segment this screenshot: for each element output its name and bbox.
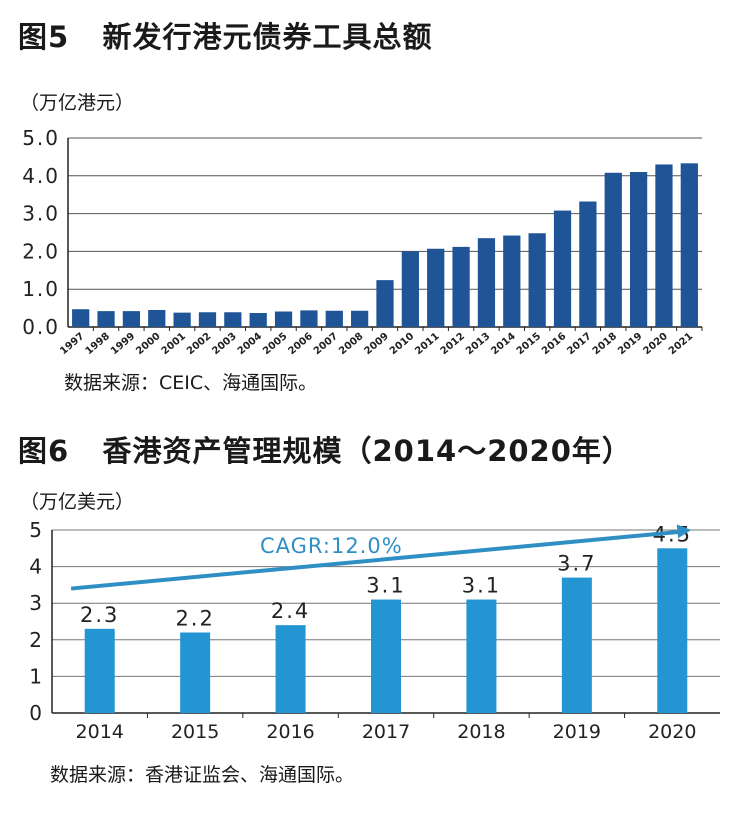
figure6-title: 图6 香港资产管理规模（2014～2020年） bbox=[18, 428, 632, 470]
bar-2004 bbox=[249, 313, 267, 327]
x-tick-label: 2017 bbox=[362, 721, 410, 743]
bar-2016 bbox=[553, 210, 572, 327]
data-label-2017: 3.1 bbox=[366, 574, 405, 598]
bar-2020 bbox=[657, 548, 688, 713]
data-label-2018: 3.1 bbox=[462, 574, 501, 598]
bar-2001 bbox=[173, 312, 191, 327]
bar-2011 bbox=[427, 248, 445, 327]
bar-2013 bbox=[477, 238, 496, 327]
y-tick-label: 1 bbox=[29, 664, 42, 688]
bar-2017 bbox=[579, 201, 597, 327]
bar-2015 bbox=[180, 632, 211, 713]
bar-2009 bbox=[376, 280, 394, 327]
x-tick-label: 2015 bbox=[171, 721, 219, 743]
bar-1999 bbox=[122, 311, 141, 327]
y-tick-label: 0 bbox=[29, 701, 42, 725]
data-label-2015: 2.2 bbox=[175, 606, 214, 630]
data-label-2014: 2.3 bbox=[80, 603, 119, 627]
bar-2021 bbox=[680, 163, 698, 327]
bar-2014 bbox=[503, 235, 521, 327]
bar-2018 bbox=[604, 172, 622, 327]
bar-2019 bbox=[629, 172, 648, 327]
figure5-number: 图5 bbox=[18, 20, 70, 54]
bar-2015 bbox=[528, 233, 546, 327]
x-tick-label: 2020 bbox=[648, 721, 696, 743]
bar-1998 bbox=[97, 311, 115, 327]
bar-2005 bbox=[274, 311, 293, 327]
y-tick-label: 4.0 bbox=[22, 164, 60, 188]
y-tick-label: 3.0 bbox=[22, 202, 60, 226]
bar-2020 bbox=[655, 164, 673, 327]
bar-2008 bbox=[351, 310, 369, 327]
y-tick-label: 2 bbox=[29, 628, 42, 652]
y-tick-label: 4 bbox=[29, 555, 42, 579]
x-tick-label: 2016 bbox=[266, 721, 314, 743]
y-tick-label: 3 bbox=[29, 591, 42, 615]
y-tick-label: 1.0 bbox=[22, 277, 60, 301]
x-tick-label: 2018 bbox=[457, 721, 505, 743]
figure6-source: 数据来源：香港证监会、海通国际。 bbox=[50, 764, 355, 786]
figure6-number: 图6 bbox=[18, 434, 70, 468]
data-label-2019: 3.7 bbox=[557, 552, 596, 576]
data-label-2016: 2.4 bbox=[271, 599, 310, 623]
bar-2018 bbox=[466, 599, 497, 713]
figure5-title-text: 新发行港元债券工具总额 bbox=[102, 20, 433, 54]
bar-1997 bbox=[72, 309, 90, 327]
bar-2007 bbox=[325, 310, 343, 327]
cagr-arrow-head bbox=[676, 524, 692, 539]
x-tick-label: 2019 bbox=[553, 721, 601, 743]
figure5-chart: 0.01.02.03.04.05.01997199819992000200120… bbox=[22, 126, 703, 357]
y-tick-label: 5 bbox=[29, 518, 42, 542]
bar-2017 bbox=[371, 599, 401, 713]
bar-2019 bbox=[561, 577, 592, 713]
figure6-unit-label: （万亿美元） bbox=[20, 491, 135, 513]
y-tick-label: 5.0 bbox=[22, 126, 60, 150]
figure5-title: 图5 新发行港元债券工具总额 bbox=[18, 14, 433, 56]
bar-2012 bbox=[452, 246, 470, 327]
figure5-source: 数据来源：CEIC、海通国际。 bbox=[64, 372, 318, 394]
figure6-title-text: 香港资产管理规模（2014～2020年） bbox=[102, 434, 632, 468]
bar-2014 bbox=[84, 628, 115, 713]
cagr-annotation: CAGR:12.0% bbox=[260, 534, 403, 558]
y-tick-label: 0.0 bbox=[22, 315, 60, 339]
bar-2002 bbox=[198, 312, 217, 327]
bar-2000 bbox=[148, 309, 166, 327]
x-tick-label: 2014 bbox=[76, 721, 124, 743]
bar-2010 bbox=[401, 251, 419, 327]
y-tick-label: 2.0 bbox=[22, 239, 60, 263]
figure5-unit-label: （万亿港元） bbox=[20, 92, 135, 114]
bar-2006 bbox=[300, 310, 318, 327]
bar-2003 bbox=[224, 312, 242, 327]
cagr-arrow-line bbox=[70, 529, 684, 591]
bar-2016 bbox=[275, 625, 306, 713]
